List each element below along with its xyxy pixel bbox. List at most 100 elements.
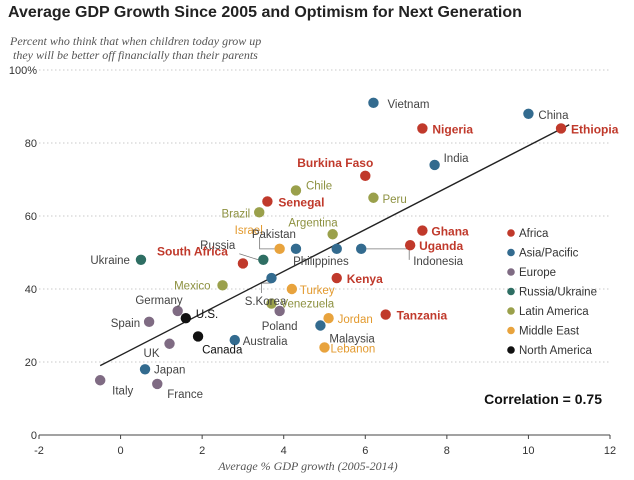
legend-swatch-latin-america: [507, 307, 515, 315]
label-vietnam: Vietnam: [387, 99, 429, 111]
label-china: China: [538, 110, 569, 122]
label-kenya: Kenya: [347, 272, 383, 286]
legend: Africa Asia/Pacific Europe Russia/Ukraine La…: [507, 228, 597, 357]
label-jordan: Jordan: [338, 314, 373, 326]
legend-swatch-russia-ukraine: [507, 287, 515, 296]
legend-label-asia-pacific: Asia/Pacific: [519, 248, 579, 260]
label-chile: Chile: [306, 180, 332, 192]
leader-russia: [239, 253, 259, 261]
legend-label-russia-ukraine: Russia/Ukraine: [519, 287, 597, 299]
y-tick-label-100: 100%: [9, 65, 37, 77]
label-tanzania: Tanzania: [397, 309, 448, 323]
label-france: France: [167, 389, 203, 401]
point-s-korea: [266, 272, 277, 284]
point-ghana: [417, 225, 428, 236]
y-tick-label-20: 20: [25, 357, 37, 369]
legend-swatch-asia-pacific: [507, 248, 515, 257]
point-germany: [172, 305, 183, 317]
point-philippines: [331, 243, 342, 255]
point-lebanon: [319, 342, 330, 353]
point-mexico: [217, 280, 228, 291]
point-peru: [368, 192, 379, 203]
x-tick-label-4: 4: [281, 445, 287, 457]
point-nigeria: [417, 123, 428, 134]
axes: 0 20 40 60 80 100% -2 0 2 4 6 8 10 12: [9, 65, 616, 457]
label-uk: UK: [144, 348, 160, 360]
correlation-label: Correlation = 0.75: [484, 391, 602, 407]
label-senegal: Senegal: [278, 195, 324, 209]
point-senegal: [262, 196, 273, 207]
label-russia: Russia: [200, 240, 236, 252]
label-canada: Canada: [202, 344, 243, 356]
label-lebanon: Lebanon: [331, 343, 376, 355]
y-tick-label-40: 40: [25, 284, 37, 296]
label-india: India: [444, 153, 470, 165]
label-spain: Spain: [111, 318, 140, 330]
data-points: [94, 97, 567, 390]
point-israel: [274, 243, 285, 255]
x-tick-label-8: 8: [444, 445, 450, 457]
x-tick-label-12: 12: [604, 445, 616, 457]
point-spain: [143, 316, 155, 328]
point-venezuela: [266, 298, 277, 309]
label-malaysia: Malaysia: [329, 334, 375, 346]
label-indonesia: Indonesia: [413, 256, 463, 268]
label-uganda: Uganda: [419, 239, 463, 253]
label-italy: Italy: [112, 385, 133, 397]
leader-indonesia: [366, 248, 410, 260]
chart-subtitle: Percent who think that when children tod…: [10, 34, 261, 62]
legend-swatch-north-america: [507, 346, 515, 354]
leader-s-korea: [261, 282, 272, 294]
label-peru: Peru: [382, 194, 406, 206]
legend-swatch-africa: [507, 229, 515, 237]
point-italy: [94, 375, 106, 386]
point-malaysia: [315, 320, 326, 331]
leader-israel: [259, 236, 275, 250]
point-south-africa: [237, 258, 249, 269]
legend-swatch-middle-east: [507, 326, 515, 335]
y-tick-label-0: 0: [31, 430, 37, 442]
legend-label-north-america: North America: [519, 345, 592, 357]
label-ukraine: Ukraine: [90, 255, 130, 267]
label-s-korea: S.Korea: [245, 296, 287, 308]
label-ghana: Ghana: [431, 225, 469, 239]
point-pakistan: [290, 243, 302, 255]
point-france: [152, 378, 163, 390]
label-mexico: Mexico: [174, 280, 210, 292]
point-indonesia: [356, 243, 367, 255]
label-japan: Japan: [154, 364, 185, 376]
point-china: [523, 108, 534, 120]
x-tick-label-6: 6: [362, 445, 368, 457]
point-canada: [192, 331, 204, 342]
point-tanzania: [380, 309, 391, 320]
point-jordan: [323, 313, 334, 324]
x-tick-label-2: 2: [199, 445, 205, 457]
point-uk: [164, 338, 175, 349]
x-tick-label--2: -2: [34, 445, 44, 457]
label-philippines: Philippines: [293, 256, 349, 268]
label-burkina-faso: Burkina Faso: [297, 156, 373, 170]
y-tick-label-60: 60: [25, 211, 37, 223]
point-japan: [139, 364, 151, 375]
label-poland: Poland: [262, 321, 298, 333]
legend-label-europe: Europe: [519, 267, 556, 279]
x-tick-label-0: 0: [118, 445, 124, 457]
label-u-s: U.S.: [196, 309, 218, 321]
legend-label-middle-east: Middle East: [519, 326, 580, 338]
point-australia: [229, 334, 240, 346]
point-poland: [274, 305, 285, 317]
y-gridlines: [39, 69, 610, 363]
chart-title: Average GDP Growth Since 2005 and Optimi…: [8, 4, 522, 21]
point-brazil: [254, 207, 265, 218]
point-labels: Vietnam China Nigeria Ethiopia India Burkina …: [90, 99, 618, 401]
legend-label-africa: Africa: [519, 228, 549, 240]
legend-swatch-europe: [507, 268, 515, 276]
point-uganda: [404, 240, 416, 251]
y-tick-label-80: 80: [25, 138, 37, 150]
legend-label-latin-america: Latin America: [519, 306, 589, 318]
label-brazil: Brazil: [221, 208, 250, 220]
label-turkey: Turkey: [300, 285, 335, 297]
label-nigeria: Nigeria: [432, 122, 473, 136]
label-ethiopia: Ethiopia: [571, 122, 619, 136]
point-turkey: [286, 283, 298, 295]
